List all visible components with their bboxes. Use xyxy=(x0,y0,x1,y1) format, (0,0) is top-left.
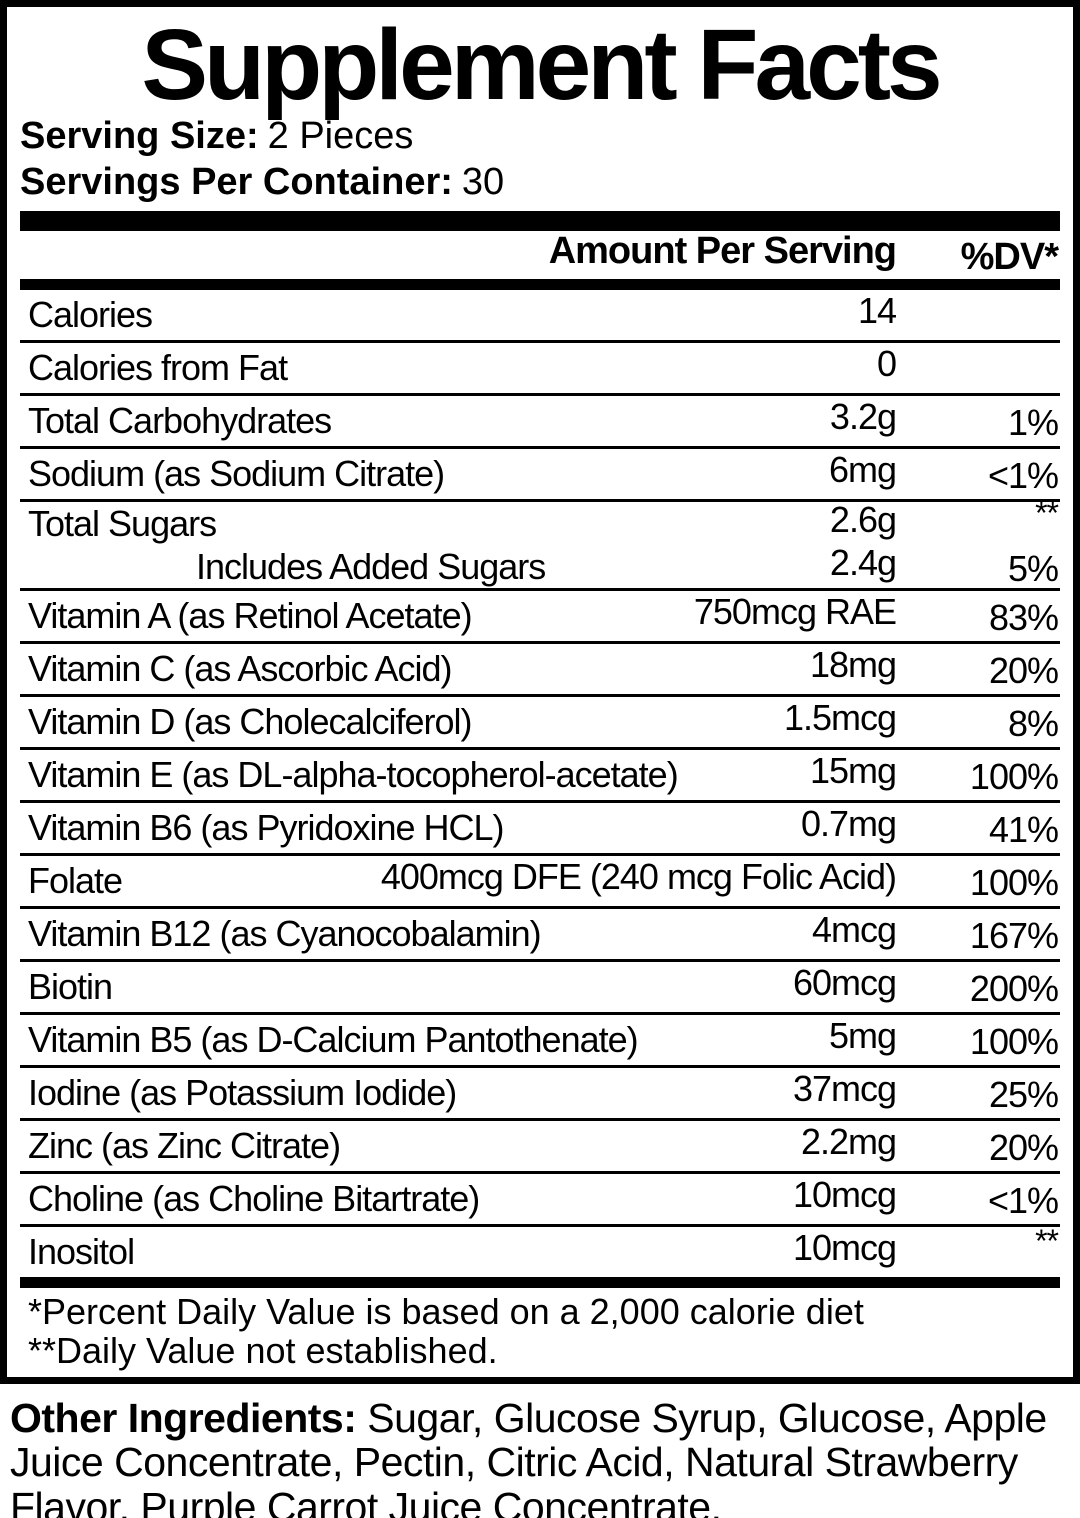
row-name: Vitamin C (as Ascorbic Acid) xyxy=(28,648,452,689)
servings-per-container-line: Servings Per Container: 30 xyxy=(20,159,1060,205)
other-ingredients-label: Other Ingredients: xyxy=(10,1395,357,1441)
row-amount: 0.7mg xyxy=(800,803,897,844)
row-amount: 1.5mcg xyxy=(783,697,897,738)
page-title: Supplement Facts xyxy=(141,9,942,121)
serving-size-line: Serving Size: 2 Pieces xyxy=(20,113,1060,159)
row-dv: 8% xyxy=(1007,703,1059,744)
table-header-row: Amount Per Serving %DV* xyxy=(20,230,1060,279)
row-name: Vitamin E (as DL-alpha-tocopherol-acetat… xyxy=(28,754,679,795)
table-row: Calories from Fat 0 xyxy=(20,343,1060,396)
row-dv: 41% xyxy=(988,809,1059,850)
row-dv: 100% xyxy=(969,862,1059,903)
row-dv: ** xyxy=(1035,1223,1059,1259)
row-name: Biotin xyxy=(28,966,113,1007)
divider-thick-top xyxy=(20,211,1060,231)
row-amount: 10mcg xyxy=(792,1174,897,1215)
row-amount: 18mg xyxy=(809,644,897,685)
row-amount: 5mg xyxy=(828,1015,897,1056)
table-row: Vitamin B12 (as Cyanocobalamin) 4mcg 167… xyxy=(20,909,1060,962)
row-dv: 5% xyxy=(1007,548,1059,589)
row-amount: 2.6g xyxy=(829,499,897,540)
other-ingredients: Other Ingredients: Sugar, Glucose Syrup,… xyxy=(0,1396,1080,1518)
row-amount: 60mcg xyxy=(792,962,897,1003)
row-name: Calories from Fat xyxy=(28,347,288,388)
facts-rows: Calories 14 Calories from Fat 0 Total Ca… xyxy=(20,290,1060,1277)
row-dv: 167% xyxy=(969,915,1059,956)
row-dv: 20% xyxy=(988,1127,1059,1168)
row-dv: 100% xyxy=(969,1021,1059,1062)
row-name: Total Carbohydrates xyxy=(28,400,332,441)
row-amount: 6mg xyxy=(828,449,897,490)
table-row: Vitamin D (as Cholecalciferol) 1.5mcg 8% xyxy=(20,697,1060,750)
row-amount: 0 xyxy=(876,343,897,384)
table-row: Biotin 60mcg 200% xyxy=(20,962,1060,1015)
row-amount: 4mcg xyxy=(811,909,897,950)
row-name: Sodium (as Sodium Citrate) xyxy=(28,453,445,494)
row-amount: 400mcg DFE (240 mcg Folic Acid) xyxy=(380,856,897,897)
other-ingredients-text: Sugar, Glucose Syrup, Glucose, Apple Jui… xyxy=(10,1395,1047,1518)
table-row: Vitamin B5 (as D-Calcium Pantothenate) 5… xyxy=(20,1015,1060,1068)
table-row: Vitamin C (as Ascorbic Acid) 18mg 20% xyxy=(20,644,1060,697)
row-name: Vitamin B12 (as Cyanocobalamin) xyxy=(28,913,542,954)
table-row: Iodine (as Potassium Iodide) 37mcg 25% xyxy=(20,1068,1060,1121)
table-row: Choline (as Choline Bitartrate) 10mcg <1… xyxy=(20,1174,1060,1227)
row-name: Vitamin A (as Retinol Acetate) xyxy=(28,595,473,636)
servings-per-container-value: 30 xyxy=(461,161,505,203)
row-amount: 2.4g xyxy=(829,542,897,583)
row-dv: 20% xyxy=(988,650,1059,691)
row-name: Choline (as Choline Bitartrate) xyxy=(28,1178,480,1219)
row-amount: 2.2mg xyxy=(800,1121,897,1162)
row-amount: 10mcg xyxy=(792,1227,897,1268)
header-amount-per-serving: Amount Per Serving xyxy=(548,230,897,272)
table-row: Folate 400mcg DFE (240 mcg Folic Acid) 1… xyxy=(20,856,1060,909)
table-row: Calories 14 xyxy=(20,290,1060,343)
servings-per-container-label: Servings Per Container: xyxy=(20,161,453,203)
row-amount: 14 xyxy=(857,290,897,331)
row-name: Inositol xyxy=(28,1231,135,1272)
row-name: Vitamin B6 (as Pyridoxine HCL) xyxy=(28,807,505,848)
table-row: Vitamin E (as DL-alpha-tocopherol-acetat… xyxy=(20,750,1060,803)
table-row: Total Carbohydrates 3.2g 1% xyxy=(20,396,1060,449)
serving-size-label: Serving Size: xyxy=(20,115,259,157)
serving-size-value: 2 Pieces xyxy=(267,115,414,157)
row-name: Total Sugars xyxy=(28,503,217,544)
row-name: Vitamin D (as Cholecalciferol) xyxy=(28,701,473,742)
table-row: Vitamin A (as Retinol Acetate) 750mcg RA… xyxy=(20,591,1060,644)
row-dv: 25% xyxy=(988,1074,1059,1115)
row-name: Vitamin B5 (as D-Calcium Pantothenate) xyxy=(28,1019,639,1060)
row-name: Iodine (as Potassium Iodide) xyxy=(28,1072,457,1113)
table-row: Total Sugars 2.6g ** xyxy=(20,495,1060,545)
footnote-dv-not-established: **Daily Value not established. xyxy=(28,1330,498,1371)
row-amount: 3.2g xyxy=(829,396,897,437)
row-name: Includes Added Sugars xyxy=(196,546,546,587)
row-amount: 37mcg xyxy=(792,1068,897,1109)
table-row: Zinc (as Zinc Citrate) 2.2mg 20% xyxy=(20,1121,1060,1174)
divider-medium xyxy=(20,279,1060,290)
row-dv: <1% xyxy=(987,1180,1059,1221)
row-name: Folate xyxy=(28,860,123,901)
row-name: Zinc (as Zinc Citrate) xyxy=(28,1125,341,1166)
divider-thick-bottom xyxy=(20,1277,1060,1288)
header-dv: %DV* xyxy=(960,236,1059,278)
row-amount: 15mg xyxy=(809,750,897,791)
footnote-percent-dv: *Percent Daily Value is based on a 2,000… xyxy=(28,1291,864,1332)
table-row: Inositol 10mcg ** xyxy=(20,1223,1060,1277)
row-dv: <1% xyxy=(987,455,1059,496)
row-dv: 200% xyxy=(969,968,1059,1009)
footnotes: *Percent Daily Value is based on a 2,000… xyxy=(20,1292,1060,1370)
table-row: Sodium (as Sodium Citrate) 6mg <1% xyxy=(20,449,1060,502)
row-dv: 83% xyxy=(988,597,1059,638)
facts-box: Supplement Facts Serving Size: 2 Pieces S… xyxy=(0,0,1080,1384)
row-dv: ** xyxy=(1035,495,1059,531)
table-row: Includes Added Sugars 2.4g 5% xyxy=(20,542,1060,591)
row-dv: 100% xyxy=(969,756,1059,797)
table-row: Vitamin B6 (as Pyridoxine HCL) 0.7mg 41% xyxy=(20,803,1060,856)
row-amount: 750mcg RAE xyxy=(693,591,897,632)
row-name: Calories xyxy=(28,294,153,335)
row-dv: 1% xyxy=(1007,402,1059,443)
